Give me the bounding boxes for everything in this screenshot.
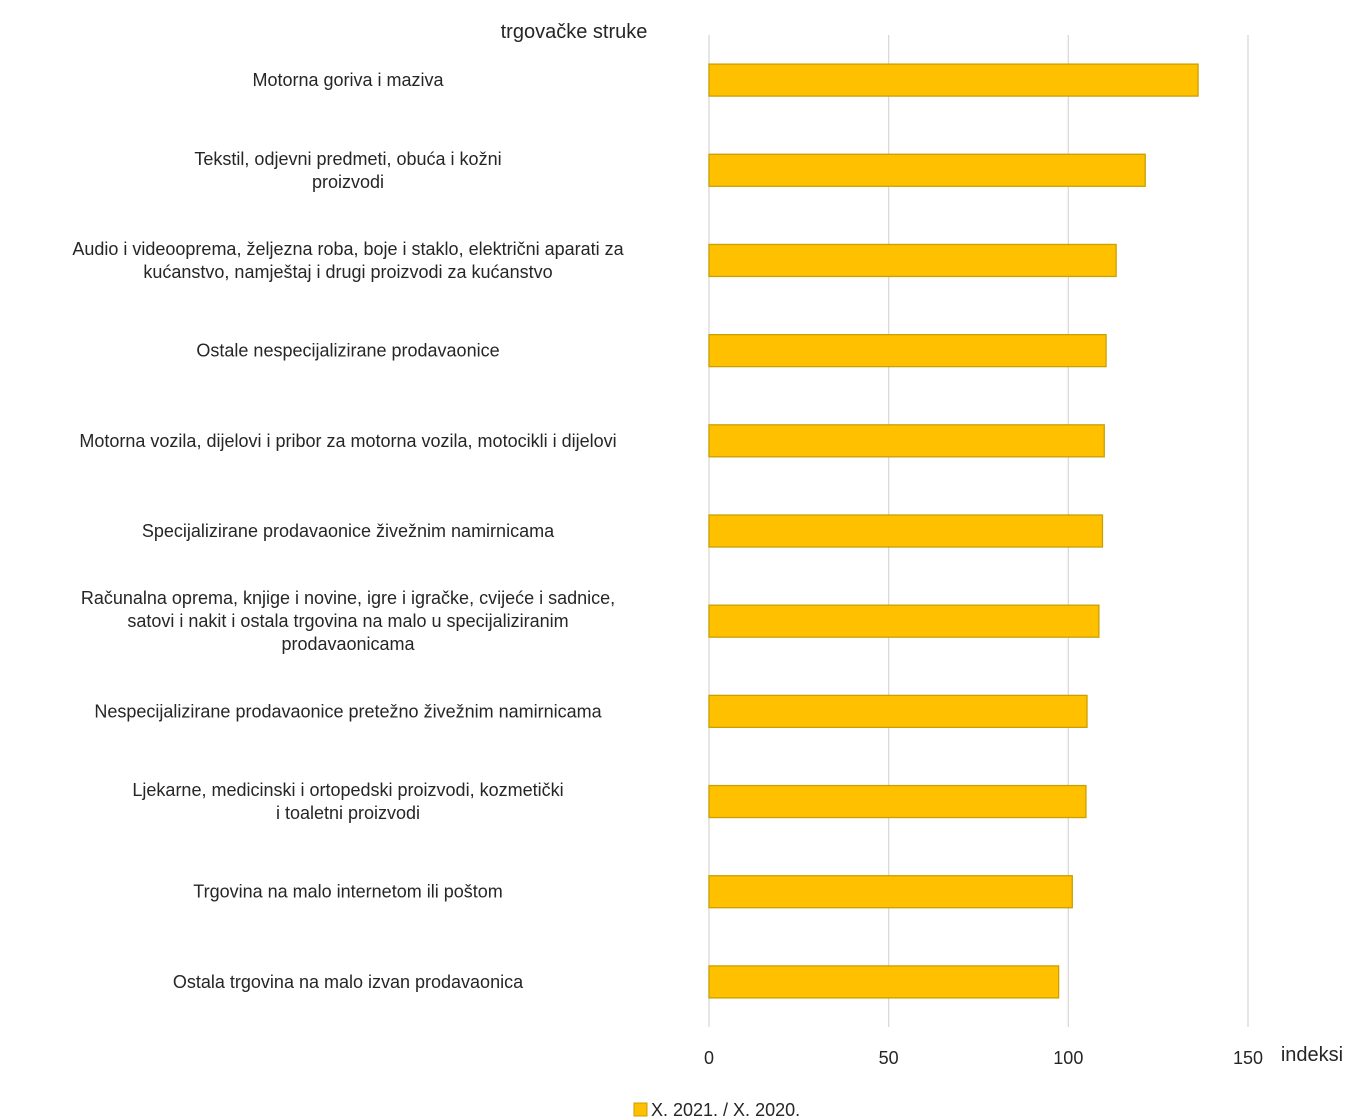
category-label-line: Specijalizirane prodavaonice živežnim na… xyxy=(142,521,555,541)
category-label-line: Tekstil, odjevni predmeti, obuća i kožni xyxy=(194,149,501,169)
category-label-5: Motorna vozila, dijelovi i pribor za mot… xyxy=(79,431,616,451)
category-axis-title: trgovačke struke xyxy=(501,21,648,43)
bar-10 xyxy=(708,875,1073,909)
category-label-4: Ostale nespecijalizirane prodavaonice xyxy=(196,341,499,361)
tick-label-50: 50 xyxy=(879,1048,899,1068)
category-label-line: kućanstvo, namještaj i drugi proizvodi z… xyxy=(143,262,552,282)
category-label-9: Ljekarne, medicinski i ortopedski proizv… xyxy=(132,780,563,823)
category-label-line: proizvodi xyxy=(312,172,384,192)
bar-7 xyxy=(708,604,1100,638)
category-label-line: Nespecijalizirane prodavaonice pretežno … xyxy=(94,701,602,721)
category-label-1: Motorna goriva i maziva xyxy=(252,70,444,90)
bar-3 xyxy=(708,243,1117,278)
category-label-line: satovi i nakit i ostala trgovina na malo… xyxy=(127,611,568,631)
category-label-line: Audio i videooprema, željezna roba, boje… xyxy=(72,239,624,259)
bar-2 xyxy=(708,153,1146,187)
category-label-8: Nespecijalizirane prodavaonice pretežno … xyxy=(94,701,602,721)
bar-11 xyxy=(708,965,1060,999)
category-label-line: prodavaonicama xyxy=(281,634,415,654)
category-label-6: Specijalizirane prodavaonice živežnim na… xyxy=(142,521,555,541)
category-label-2: Tekstil, odjevni predmeti, obuća i kožni… xyxy=(194,149,501,192)
category-label-line: Ostale nespecijalizirane prodavaonice xyxy=(196,341,499,361)
category-label-10: Trgovina na malo internetom ili poštom xyxy=(193,882,502,902)
bar-9 xyxy=(708,784,1087,819)
value-axis-title: indeksi xyxy=(1281,1044,1343,1066)
category-label-line: Računalna oprema, knjige i novine, igre … xyxy=(81,588,615,608)
category-label-line: Motorna vozila, dijelovi i pribor za mot… xyxy=(79,431,616,451)
bar-6 xyxy=(708,514,1104,548)
legend-label: X. 2021. / X. 2020. xyxy=(651,1100,800,1119)
tick-label-150: 150 xyxy=(1233,1048,1263,1068)
category-labels: Motorna goriva i maziva Tekstil, odjevni … xyxy=(72,70,624,992)
tick-label-100: 100 xyxy=(1053,1048,1083,1068)
bar-8 xyxy=(708,694,1088,729)
category-label-line: i toaletni proizvodi xyxy=(276,803,420,823)
legend-swatch xyxy=(633,1102,648,1117)
category-label-line: Trgovina na malo internetom ili poštom xyxy=(193,882,502,902)
category-label-line: Ljekarne, medicinski i ortopedski proizv… xyxy=(132,780,563,800)
tick-label-0: 0 xyxy=(704,1048,714,1068)
bars xyxy=(708,63,1199,999)
bar-4 xyxy=(708,333,1107,368)
tick-labels: 0 50 100 150 xyxy=(704,1048,1263,1068)
category-label-line: Motorna goriva i maziva xyxy=(252,70,444,90)
category-label-3: Audio i videooprema, željezna roba, boje… xyxy=(72,239,624,282)
bar-5 xyxy=(708,424,1105,458)
category-label-11: Ostala trgovina na malo izvan prodavaoni… xyxy=(173,972,524,992)
category-label-line: Ostala trgovina na malo izvan prodavaoni… xyxy=(173,972,524,992)
category-label-7: Računalna oprema, knjige i novine, igre … xyxy=(81,588,615,654)
bar-1 xyxy=(708,63,1199,97)
legend: X. 2021. / X. 2020. xyxy=(633,1100,800,1119)
